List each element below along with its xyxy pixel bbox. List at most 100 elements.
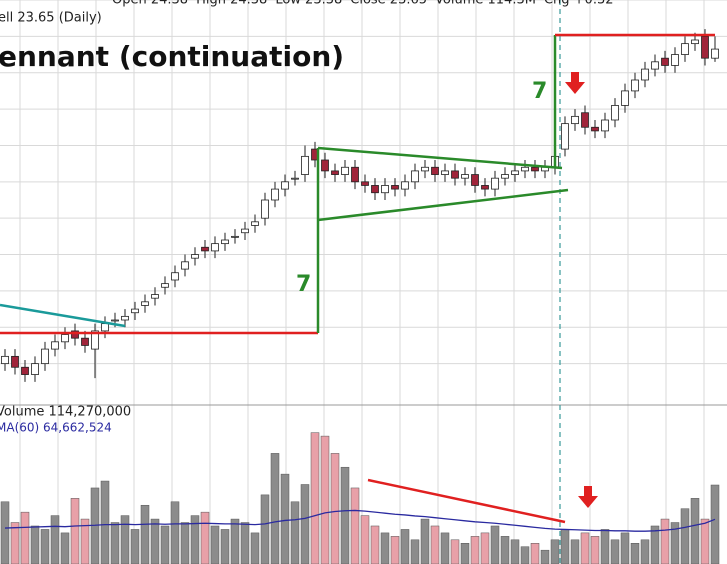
header-text: Close 23.65: [350, 0, 427, 8]
volume-bar: [80, 518, 90, 564]
candle-body: [591, 126, 599, 132]
volume-bar: [50, 515, 60, 564]
candle-body: [501, 174, 509, 179]
candle-body: [571, 115, 579, 125]
candle-body: [421, 166, 429, 172]
volume-bar: [250, 532, 260, 564]
header-text: Open 24.38: [112, 0, 188, 8]
volume-bar: [480, 532, 490, 564]
header-text: High 24.38: [196, 0, 267, 8]
candle-body: [271, 188, 279, 201]
candle-body: [641, 68, 649, 81]
volume-bar: [200, 511, 210, 564]
volume-bar: [10, 522, 20, 564]
volume-bar: [70, 498, 80, 564]
candle-body: [61, 334, 69, 343]
volume-bar: [290, 501, 300, 564]
candle-body: [81, 337, 89, 346]
volume-bar: [530, 543, 540, 564]
candle-body: [251, 221, 259, 226]
candle-body: [21, 366, 29, 375]
candle-body: [111, 319, 119, 322]
volume-bar: [650, 525, 660, 564]
volume-bar: [310, 432, 320, 564]
candle-body: [221, 239, 229, 245]
header-text: Low 23.38: [275, 0, 342, 8]
volume-bar: [590, 536, 600, 564]
candle-body: [141, 301, 149, 306]
volume-bar: [520, 546, 530, 564]
volume-bar: [270, 453, 280, 564]
volume-bar: [230, 518, 240, 564]
candle-body: [201, 246, 209, 252]
candle-body: [261, 199, 269, 219]
volume-bar: [60, 532, 70, 564]
candle-body: [651, 61, 659, 70]
annotation: 7: [532, 79, 547, 104]
volume-bar: [550, 539, 560, 564]
candle-body: [211, 243, 219, 252]
candle-body: [401, 181, 409, 190]
candle-body: [631, 79, 639, 92]
candle-body: [41, 348, 49, 365]
candle-body: [661, 57, 669, 66]
candle-body: [331, 170, 339, 175]
volume-bar: [400, 529, 410, 564]
candle-body: [171, 272, 179, 281]
candle-body: [621, 90, 629, 106]
volume-bar: [450, 539, 460, 564]
candle-body: [531, 166, 539, 172]
volume-bar: [390, 536, 400, 564]
volume-bar: [420, 518, 430, 564]
volume-bar: [110, 522, 120, 564]
volume-bar: [630, 543, 640, 564]
arrow: [565, 72, 585, 94]
volume-bar: [330, 453, 340, 564]
candle-body: [31, 363, 39, 375]
candle-body: [511, 170, 519, 175]
volume-bar: [500, 536, 510, 564]
volume-bar: [460, 543, 470, 564]
candle-body: [691, 39, 699, 45]
candle-body: [291, 177, 299, 180]
candle-body: [341, 166, 349, 175]
volume-bar: [600, 529, 610, 564]
volume-bar: [180, 522, 190, 564]
candle-body: [471, 174, 479, 186]
volume-bar: [340, 466, 350, 564]
header-text: Chg +0.32: [544, 0, 614, 8]
arrow: [578, 486, 598, 508]
volume-bar: [300, 484, 310, 564]
candle-body: [381, 185, 389, 194]
volume-bar: [620, 532, 630, 564]
trend-line: [0, 303, 126, 328]
volume-bar: [320, 435, 330, 564]
candle-body: [681, 43, 689, 55]
volume-bar: [160, 525, 170, 564]
candle-body: [1, 355, 9, 365]
candle-body: [131, 308, 139, 314]
candle-body: [351, 166, 359, 183]
candle-body: [191, 254, 199, 259]
volume-bar: [410, 539, 420, 564]
candle-body: [581, 112, 589, 128]
volume-bar: [610, 539, 620, 564]
volume-bar: [570, 539, 580, 564]
volume-bar: [100, 480, 110, 564]
volume-bar: [380, 532, 390, 564]
volume-bar: [130, 529, 140, 564]
volume-bar: [700, 518, 710, 564]
candle-body: [231, 235, 239, 238]
candle-body: [391, 185, 399, 190]
volume-bar: [360, 515, 370, 564]
candle-body: [561, 123, 569, 150]
volume-bar: [190, 515, 200, 564]
candle-body: [101, 323, 109, 332]
candle-body: [321, 159, 329, 172]
volume-bar: [350, 487, 360, 564]
volume-bar: [640, 539, 650, 564]
volume-bar: [470, 536, 480, 564]
candle-body: [411, 170, 419, 183]
candle-body: [611, 105, 619, 121]
